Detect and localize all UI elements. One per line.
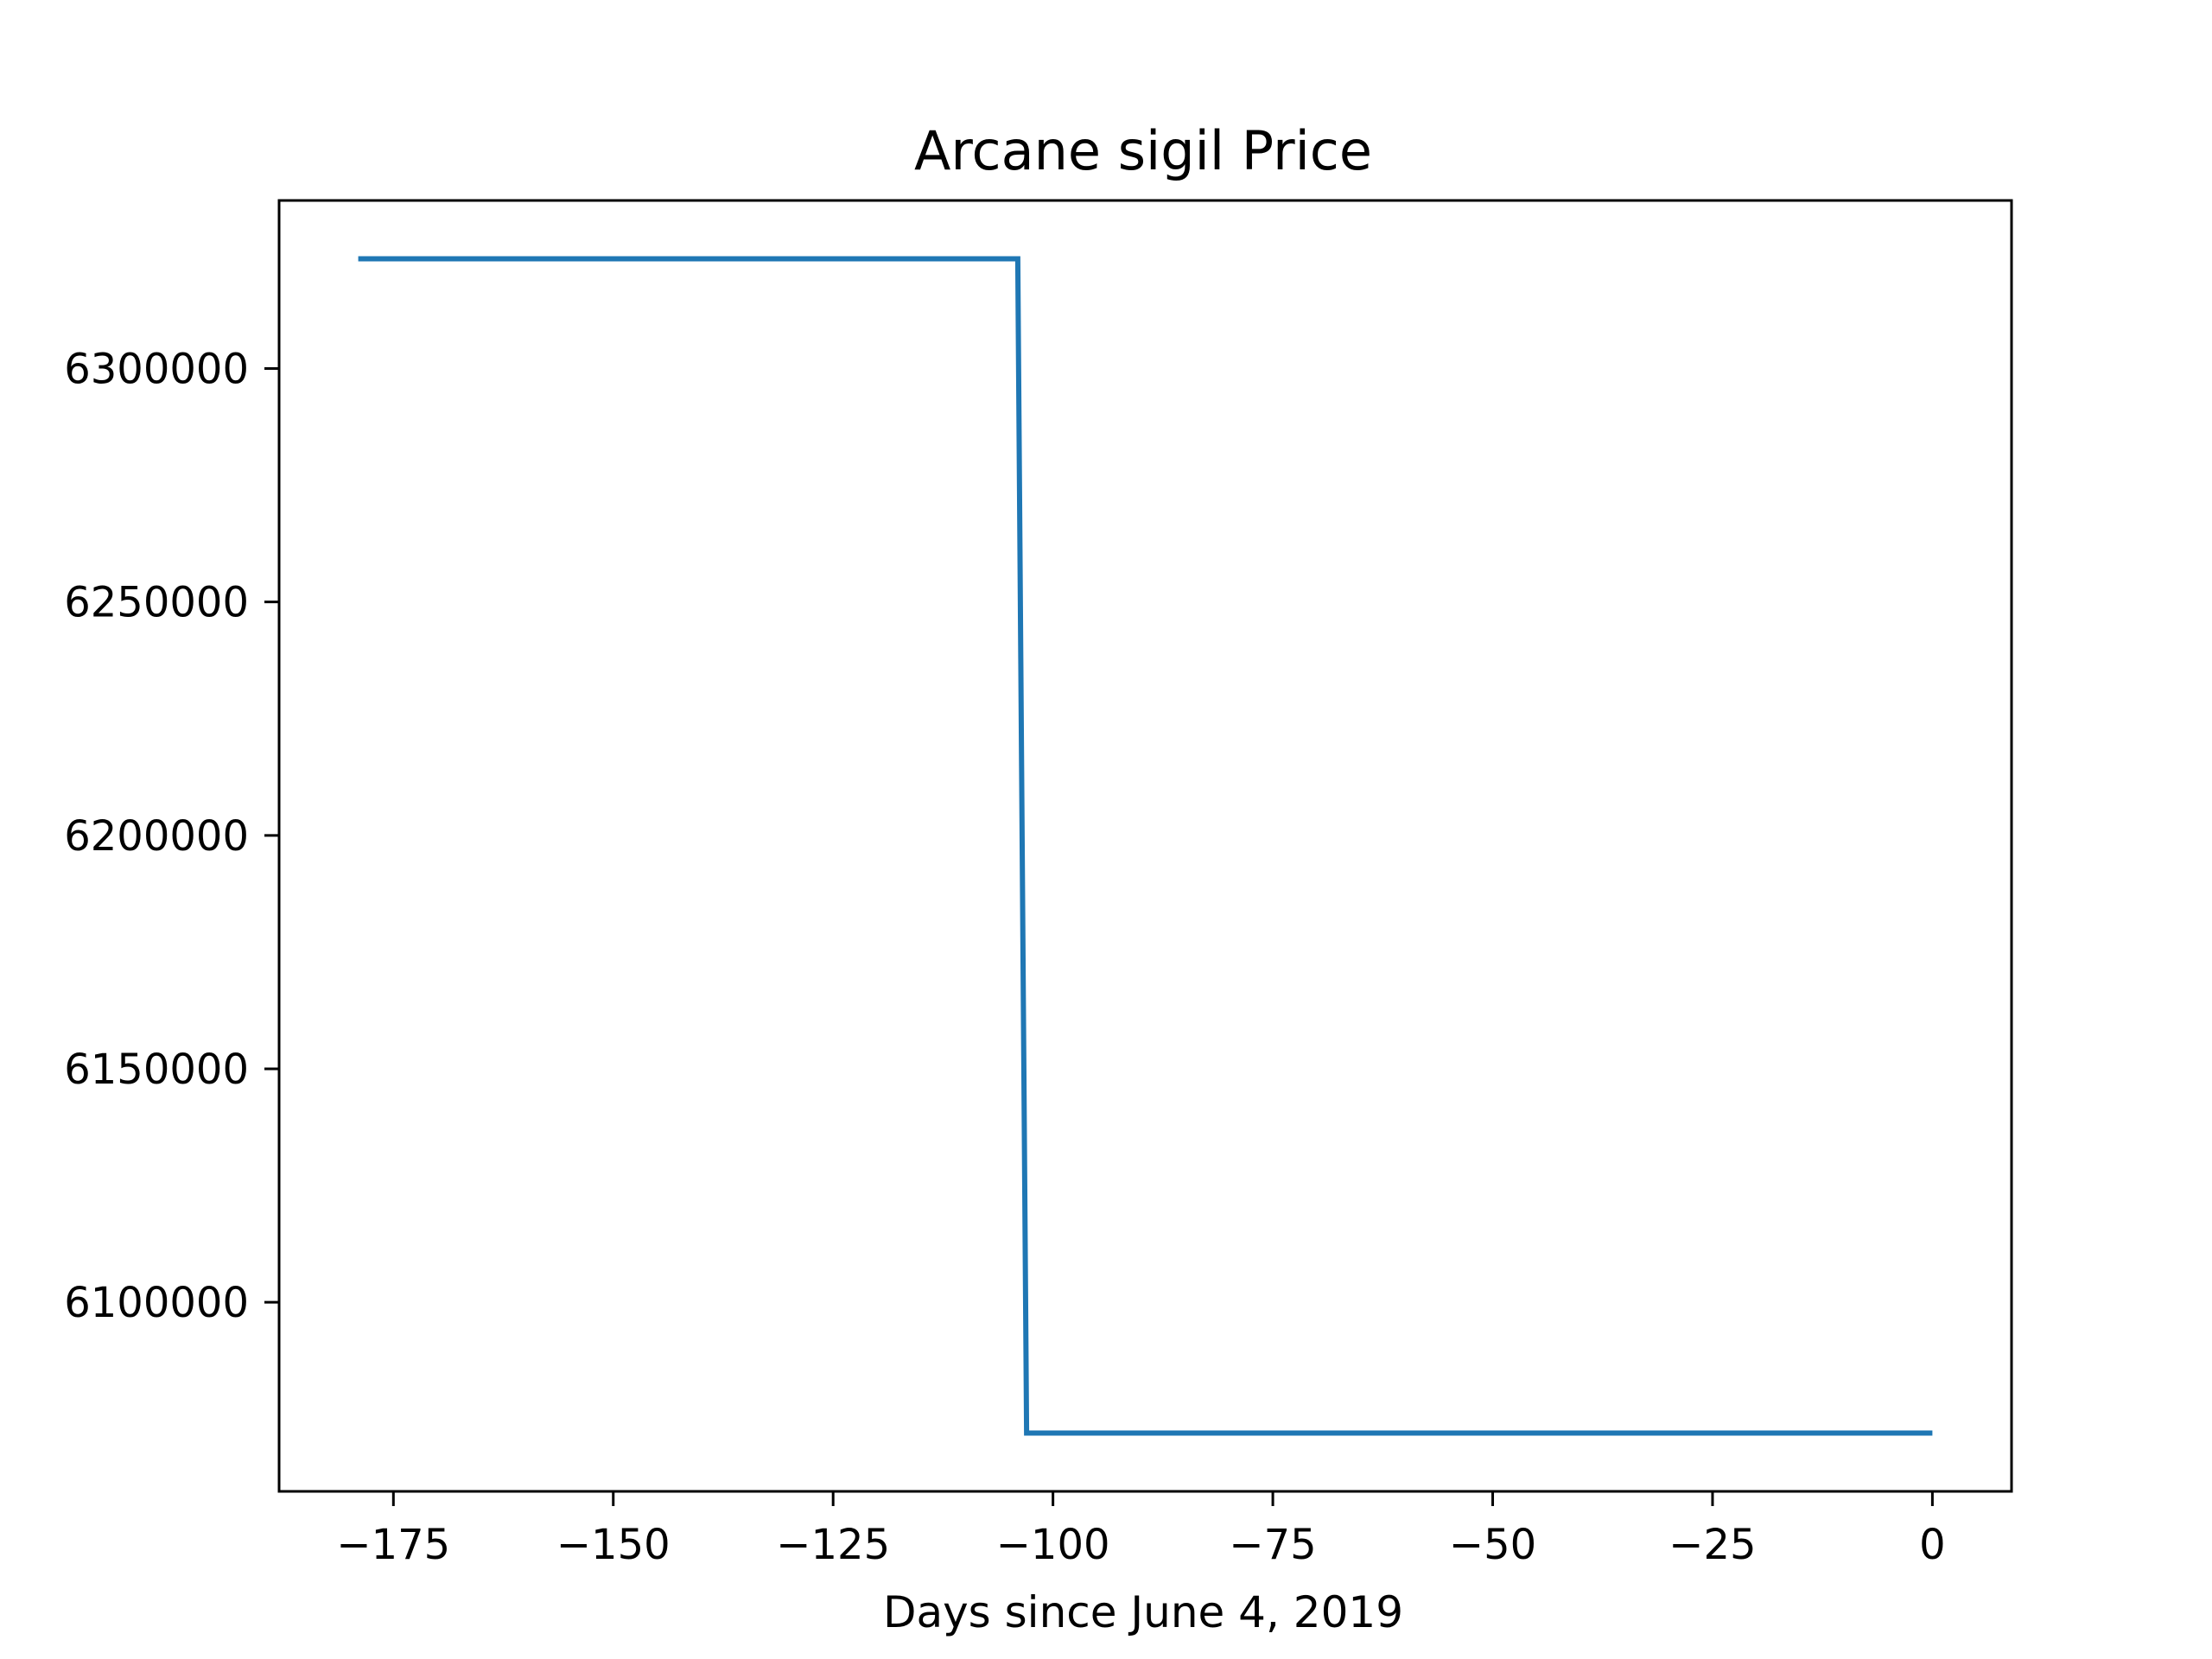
x-tick-label: −150 (556, 1521, 671, 1569)
y-tick-label: 6250000 (64, 579, 249, 627)
series-layer (358, 256, 1933, 1436)
chart-title: Arcane sigil Price (914, 119, 1372, 182)
y-tick-label: 6100000 (64, 1279, 249, 1327)
x-axis: −175 −150 −125 −100 −75 −50 −25 0 (336, 1491, 1946, 1569)
x-tick-label: −50 (1449, 1521, 1536, 1569)
x-tick-label: −25 (1669, 1521, 1756, 1569)
y-axis: 6100000 6150000 6200000 6250000 6300000 (64, 346, 279, 1327)
x-tick-label: −100 (996, 1521, 1110, 1569)
x-tick-label: −125 (776, 1521, 890, 1569)
y-tick-label: 6200000 (64, 812, 249, 861)
x-axis-label: Days since June 4, 2019 (883, 1587, 1403, 1637)
y-tick-label: 6300000 (64, 346, 249, 394)
x-tick-label: −175 (336, 1521, 450, 1569)
y-tick-label: 6150000 (64, 1046, 249, 1094)
x-tick-label: −75 (1229, 1521, 1316, 1569)
x-tick-label: 0 (1919, 1521, 1946, 1569)
plot-frame (277, 199, 2013, 1493)
price-series-line (358, 256, 1933, 1436)
